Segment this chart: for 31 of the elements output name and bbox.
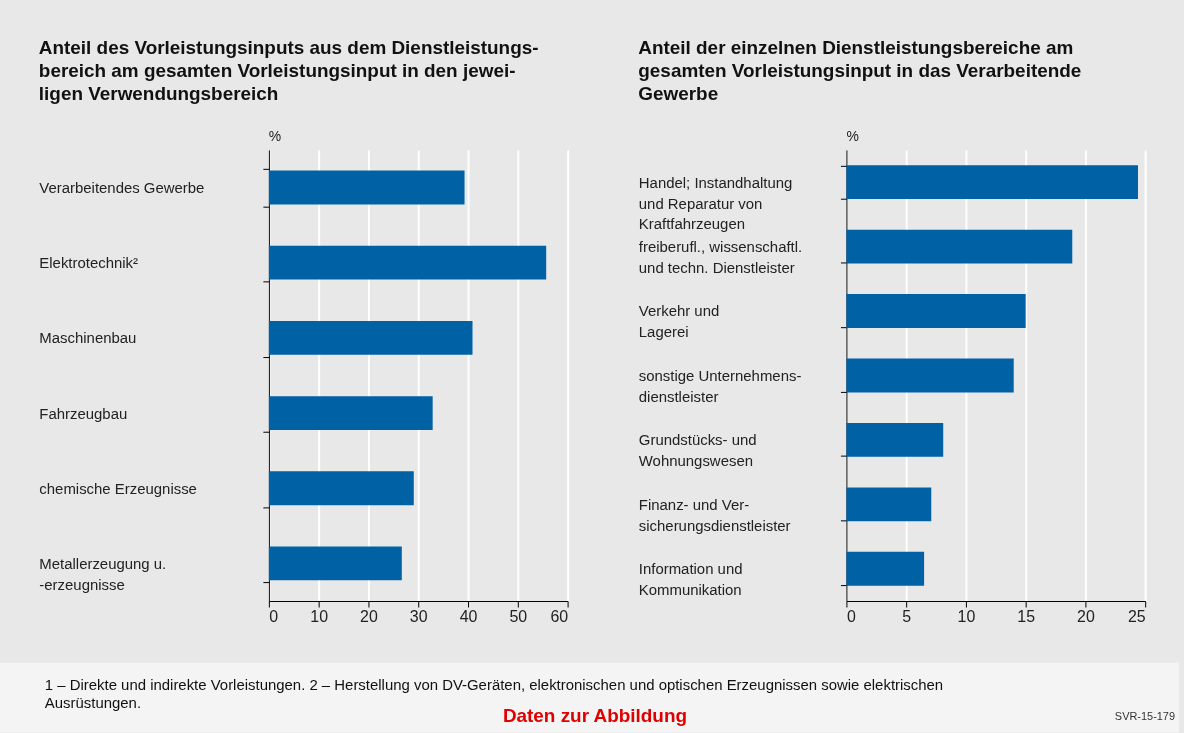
y-tick-label: Maschinenbau: [39, 329, 137, 347]
y-tick-label: Fahrzeugbau: [39, 404, 128, 422]
x-tick-label: 20: [360, 608, 378, 626]
y-tick-label: sonstige Unternehmens- dienstleister: [638, 366, 802, 405]
chart-title: Anteil der einzelnen Dienstleistungsbereiche am gesamten Vorleistungsinput in das Verarbeitende Gewerbe: [638, 37, 1082, 105]
x-tick-label: 25: [1127, 608, 1146, 626]
chart-title: Anteil des Vorleistungsinputs aus dem Dienstleistungs- bereich am gesamten Vorleistungsinput in den jewei- ligen Verwendungsbereich: [38, 37, 539, 105]
x-tick-label: 60: [550, 608, 569, 626]
y-tick-label: Information und Kommunikation: [638, 560, 743, 599]
x-axis-title: %: [846, 127, 859, 144]
y-tick-label: Grundstücks- und Wohnungswesen: [638, 431, 757, 470]
y-tick-label: Verarbeitendes Gewerbe: [39, 178, 205, 196]
x-tick-label: 30: [409, 608, 428, 626]
x-tick-label: 15: [1017, 608, 1036, 626]
y-tick-label: Elektrotechnik²: [39, 254, 139, 272]
y-tick-label: Verkehr und Lagerei: [638, 302, 720, 341]
x-tick-label: 40: [459, 608, 478, 626]
x-tick-label: 50: [509, 608, 528, 626]
x-tick-label: 10: [310, 608, 329, 626]
text: Daten zur Abbildung: [502, 704, 688, 726]
text: SVR-15-179: [1114, 709, 1176, 722]
x-tick-label: 0: [846, 608, 856, 626]
x-tick-label: 5: [902, 608, 912, 626]
y-tick-label: Metallerzeugung u. -erzeugnisse: [39, 554, 167, 593]
x-tick-label: 10: [957, 608, 976, 626]
x-tick-label: 0: [269, 608, 279, 626]
x-tick-label: 20: [1077, 608, 1095, 626]
y-tick-label: freiberufl., wissenschaftl. und techn. Dienstleister: [638, 238, 803, 276]
y-tick-label: Finanz- und Ver- sicherungsdienstleister: [638, 495, 791, 534]
y-tick-label: chemische Erzeugnisse: [39, 479, 197, 497]
x-axis-title: %: [268, 127, 282, 144]
